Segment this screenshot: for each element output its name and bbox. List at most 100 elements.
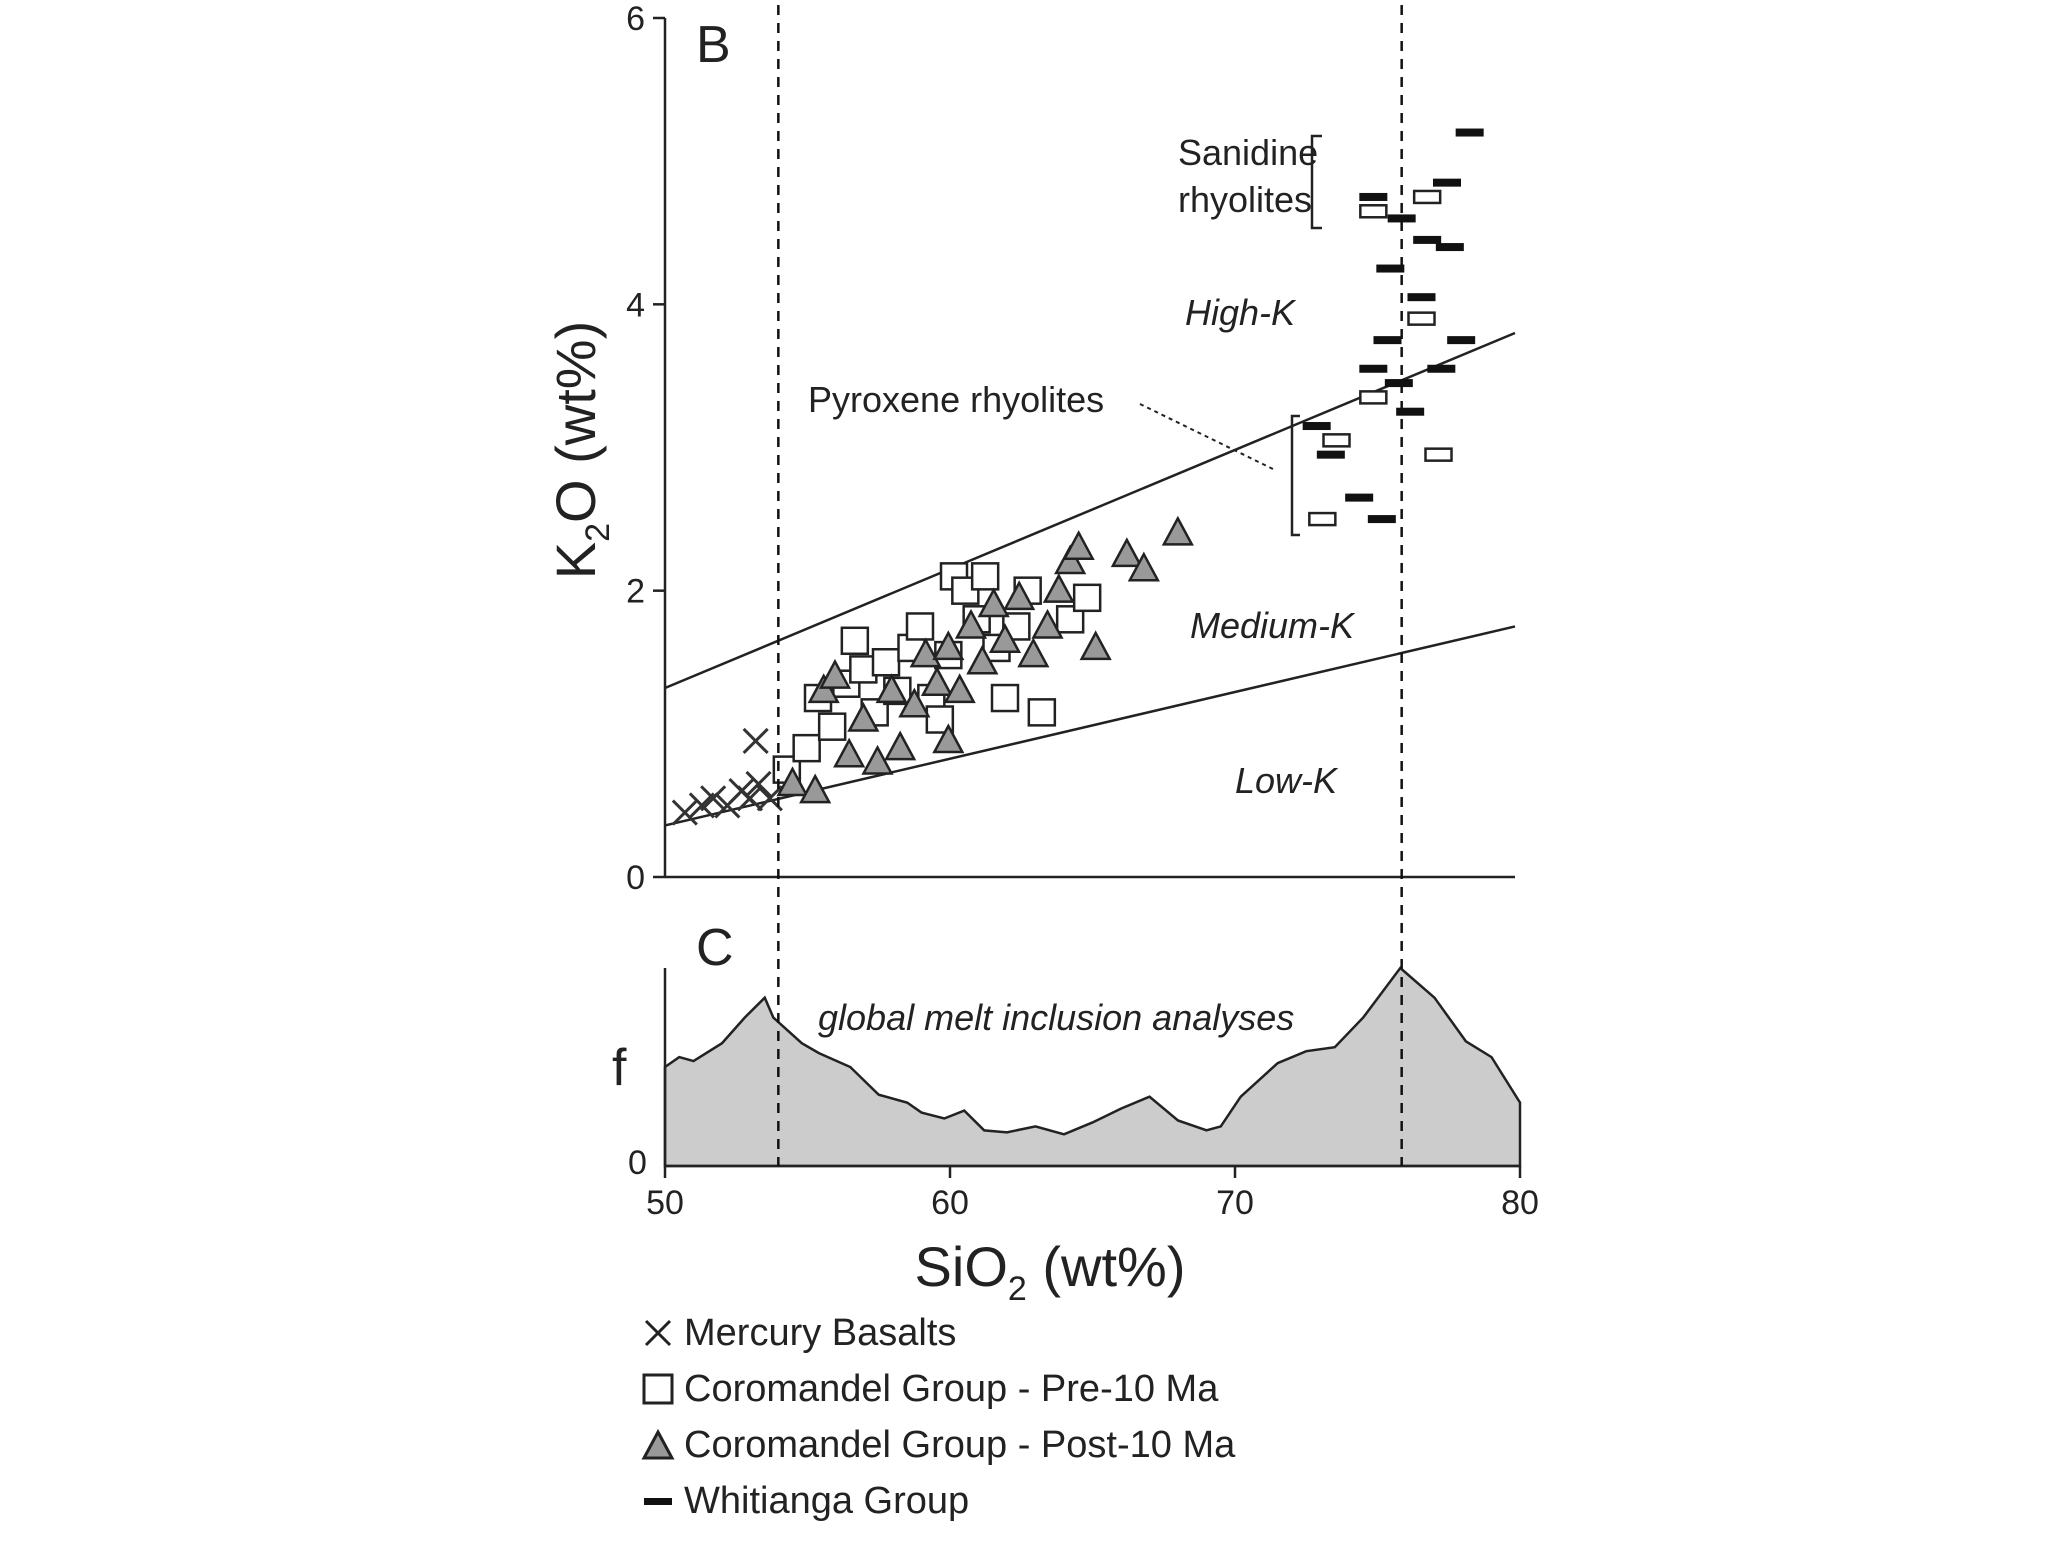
panel-b-letter: B — [696, 16, 731, 74]
legend-label: Coromandel Group - Pre-10 Ma — [684, 1367, 1219, 1410]
whitianga-point — [1345, 493, 1374, 502]
post-10ma-point — [776, 766, 809, 797]
panel-c-letter: C — [696, 919, 734, 977]
high-k-label: High-K — [1185, 292, 1297, 333]
post-10ma-point — [807, 673, 840, 704]
whitianga-point — [1384, 379, 1413, 388]
sanidine-label-line1: Sanidine — [1178, 132, 1318, 173]
pre-10ma-point — [905, 612, 935, 641]
pre-10ma-point — [1359, 390, 1388, 405]
x-tick-label-60: 60 — [931, 1184, 969, 1222]
pre-10ma-point — [1424, 447, 1453, 462]
x-marker-icon — [644, 1319, 672, 1347]
whitianga-point — [1435, 243, 1464, 252]
panel-b-y-ticks: 0 2 4 6 — [626, 0, 665, 897]
panel-c: C global melt inclusion analyses f 0 50 6… — [612, 919, 1539, 1308]
post-10ma-point — [1042, 573, 1075, 603]
legend-item-pre10: Coromandel Group - Pre-10 Ma — [640, 1361, 1235, 1417]
whitianga-point — [1359, 192, 1388, 201]
post-10ma-point — [943, 673, 976, 704]
legend-item-whitianga: Whitianga Group — [640, 1473, 1235, 1529]
x-tick-label-80: 80 — [1501, 1184, 1539, 1222]
post-10ma-point — [1003, 580, 1036, 611]
panel-b-data-marks — [671, 128, 1484, 826]
sanidine-label-line2: rhyolites — [1178, 179, 1312, 220]
panel-c-ylabel: f — [612, 1039, 627, 1097]
panel-c-xlabel: SiO2 (wt%) — [915, 1235, 1186, 1308]
mercury-basalt-point — [742, 727, 769, 755]
y-tick-label-4: 4 — [626, 286, 645, 324]
pre-10ma-point — [871, 648, 901, 677]
post-10ma-point — [1017, 637, 1050, 668]
legend-label: Coromandel Group - Post-10 Ma — [684, 1423, 1236, 1466]
post-10ma-point — [1161, 515, 1194, 546]
post-10ma-point — [988, 623, 1022, 654]
whitianga-point — [1455, 128, 1484, 137]
post-10ma-point — [898, 687, 931, 718]
pre-10ma-point — [792, 733, 821, 763]
y-tick-label-2: 2 — [626, 573, 645, 611]
pre-10ma-point — [1412, 189, 1442, 205]
mercury-basalt-point — [736, 785, 764, 812]
square-marker-icon — [642, 1373, 674, 1405]
pre-10ma-point — [1359, 204, 1388, 219]
pyroxene-bracket — [1290, 414, 1300, 537]
post-10ma-point — [1054, 544, 1087, 575]
y-tick-label-0: 0 — [626, 859, 645, 897]
reference-lines — [777, 5, 1403, 1166]
post-10ma-point — [1079, 630, 1112, 661]
whitianga-point — [1367, 515, 1396, 524]
pre-10ma-point — [1072, 583, 1102, 613]
low-k-label: Low-K — [1235, 760, 1339, 801]
whitianga-point — [1316, 450, 1345, 459]
pre-10ma-point — [990, 683, 1020, 713]
panel-c-x-ticks: 50 60 70 80 — [646, 1166, 1539, 1222]
pre-10ma-point — [1027, 698, 1057, 727]
post-10ma-point — [884, 730, 917, 761]
whitianga-point — [1413, 235, 1442, 244]
whitianga-point — [1373, 336, 1402, 345]
mercury-basalt-point — [700, 785, 727, 812]
pre-10ma-point — [840, 626, 870, 656]
pre-10ma-point — [817, 712, 847, 741]
x-tick-label-50: 50 — [646, 1184, 684, 1222]
pre-10ma-point — [1308, 511, 1337, 527]
pre-10ma-point — [1322, 433, 1351, 448]
pre-10ma-point — [951, 576, 980, 605]
whitianga-point — [1396, 407, 1425, 416]
pre-10ma-point — [1407, 311, 1436, 326]
post-10ma-point — [875, 673, 908, 704]
post-10ma-point — [920, 666, 954, 696]
sanidine-bracket — [1310, 134, 1322, 230]
whitianga-point — [1407, 293, 1436, 302]
whitianga-point — [1359, 364, 1388, 373]
post-10ma-point — [1062, 530, 1095, 560]
panel-c-y-tick-0: 0 — [628, 1144, 647, 1182]
melt-inclusion-area — [663, 966, 1522, 1168]
y-tick-label-6: 6 — [626, 0, 645, 38]
whitianga-point — [1427, 364, 1456, 373]
legend-item-post10: Coromandel Group - Post-10 Ma — [640, 1417, 1235, 1473]
x-tick-label-70: 70 — [1216, 1184, 1254, 1222]
post-10ma-point — [833, 737, 866, 768]
dash-marker-icon — [644, 1498, 672, 1505]
whitianga-point — [1387, 214, 1416, 223]
melt-inclusion-label: global melt inclusion analyses — [818, 997, 1294, 1038]
legend-label: Whitianga Group — [684, 1479, 970, 1522]
triangle-marker-icon — [641, 1428, 675, 1460]
medium-k-label: Medium-K — [1190, 605, 1356, 646]
whitianga-point — [1447, 336, 1476, 345]
panel-b-ylabel: K2O (wt%) — [544, 321, 617, 580]
post-10ma-point — [954, 608, 988, 639]
mercury-basalt-point — [688, 792, 715, 819]
whitianga-point — [1302, 422, 1331, 431]
post-10ma-point — [932, 630, 965, 661]
mercury-basalt-point — [745, 770, 772, 798]
pyroxene-label: Pyroxene rhyolites — [808, 379, 1104, 420]
pre-10ma-point — [970, 562, 1000, 591]
post-10ma-point — [818, 658, 852, 689]
post-10ma-point — [1127, 551, 1160, 582]
pyroxene-leader — [1139, 403, 1276, 471]
